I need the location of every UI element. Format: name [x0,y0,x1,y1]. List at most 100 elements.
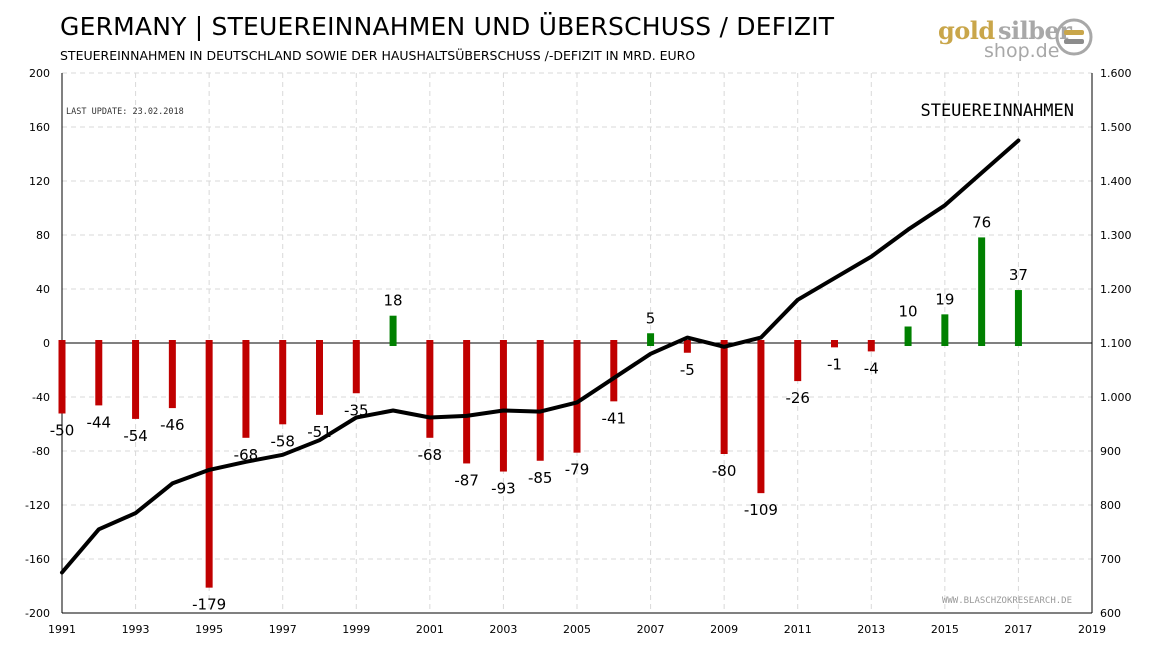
chart-title: GERMANY | STEUEREINNAHMEN UND ÜBERSCHUSS… [60,12,835,41]
data-label-1998: -51 [307,423,332,441]
y-right-tick-label: 1.000 [1100,391,1132,404]
bar-2009 [720,340,728,454]
bar-series [58,237,1022,588]
x-tick-label: 2005 [563,623,591,636]
x-tick-label: 2013 [857,623,885,636]
data-label-2017: 37 [1009,266,1028,284]
logo-word-gold: gold [938,16,995,45]
data-label-2012: -1 [827,355,842,373]
data-label-2008: -5 [680,361,695,379]
x-tick-label: 1999 [342,623,370,636]
x-tick-label: 2003 [489,623,517,636]
line-series-label: STEUEREINNAHMEN [920,101,1074,121]
bar-2011 [794,340,802,382]
y-left-tick-label: -40 [32,391,50,404]
bar-2015 [941,314,949,346]
bar-2000 [389,315,397,346]
y-right-tick-label: 800 [1100,499,1121,512]
data-label-1994: -46 [160,416,185,434]
bar-2007 [647,333,655,346]
y-left-tick-label: 160 [29,121,50,134]
data-label-2009: -80 [712,462,737,480]
line-series [60,138,1021,575]
logo-word-shop: shop.de [984,40,1060,62]
data-label-2007: 5 [646,309,656,327]
steuereinnahmen-line [60,138,1021,575]
x-tick-label: 2009 [710,623,738,636]
y-left-tick-label: 40 [36,283,50,296]
last-update-note: LAST UPDATE: 23.02.2018 [66,107,184,117]
bar-2014 [904,326,912,346]
bar-2010 [757,340,765,494]
coin-stack-icon [1055,18,1093,56]
y-right-tick-label: 1.400 [1100,175,1132,188]
y-right-tick-label: 1.100 [1100,337,1132,350]
chart-subtitle: STEUEREINNAHMEN IN DEUTSCHLAND SOWIE DER… [60,48,696,63]
data-label-1995: -179 [192,596,226,614]
data-label-1992: -44 [87,413,112,431]
data-label-2016: 76 [972,213,991,231]
x-tick-label: 2001 [416,623,444,636]
data-label-2004: -85 [528,469,553,487]
x-tick-label: 2007 [637,623,665,636]
data-label-1997: -58 [270,432,295,450]
data-label-2013: -4 [864,359,879,377]
bar-1991 [58,340,66,414]
bar-2006 [610,340,618,402]
y-left-tick-label: -80 [32,445,50,458]
bar-2013 [867,340,875,352]
x-tick-label: 1995 [195,623,223,636]
y-right-tick-label: 1.500 [1100,121,1132,134]
bar-2001 [426,340,434,438]
y-right-tick-label: 600 [1100,607,1121,620]
data-label-1996: -68 [234,446,259,464]
data-label-1993: -54 [123,427,148,445]
bar-2017 [1014,290,1022,346]
y-left-tick-label: 200 [29,67,50,80]
y-left-tick-label: 0 [43,337,50,350]
x-tick-label: 1993 [122,623,150,636]
x-tick-label: 2015 [931,623,959,636]
bar-2004 [536,340,544,461]
bar-1993 [132,340,140,419]
y-right-tick-label: 700 [1100,553,1121,566]
data-label-1999: -35 [344,401,369,419]
data-label-2002: -87 [454,471,479,489]
x-tick-label: 1991 [48,623,76,636]
bar-2008 [683,340,691,353]
x-tick-label: 2019 [1078,623,1106,636]
y-right-tick-label: 1.300 [1100,229,1132,242]
bar-1992 [95,340,103,406]
y-right-tick-label: 900 [1100,445,1121,458]
bar-1998 [316,340,323,415]
bar-1995 [205,340,213,588]
y-left-tick-label: -160 [25,553,50,566]
data-label-1991: -50 [50,422,75,440]
data-label-2006: -41 [602,409,627,427]
bar-1997 [279,340,287,425]
y-left-tick-label: -200 [25,607,50,620]
bar-2003 [499,340,507,472]
x-tick-label: 1997 [269,623,297,636]
bar-2002 [463,340,471,464]
data-label-2011: -26 [785,389,810,407]
data-label-2005: -79 [565,461,590,479]
bar-2005 [573,340,581,453]
bar-1999 [352,340,360,394]
bar-2012 [831,340,838,348]
y-left-tick-label: 120 [29,175,50,188]
data-label-2000: 18 [384,292,403,310]
source-credit: WWW.BLASCHZOKRESEARCH.DE [942,596,1072,606]
data-label-2001: -68 [418,446,443,464]
goldsilbershop-logo: gold silber shop.de [938,16,1098,62]
x-tick-label: 2011 [784,623,812,636]
bar-1996 [242,340,250,438]
y-left-tick-label: -120 [25,499,50,512]
y-right-tick-label: 1.600 [1100,67,1132,80]
bar-2016 [978,237,986,346]
data-label-2014: 10 [899,303,918,321]
data-label-2003: -93 [491,480,516,498]
data-label-2015: 19 [935,290,954,308]
